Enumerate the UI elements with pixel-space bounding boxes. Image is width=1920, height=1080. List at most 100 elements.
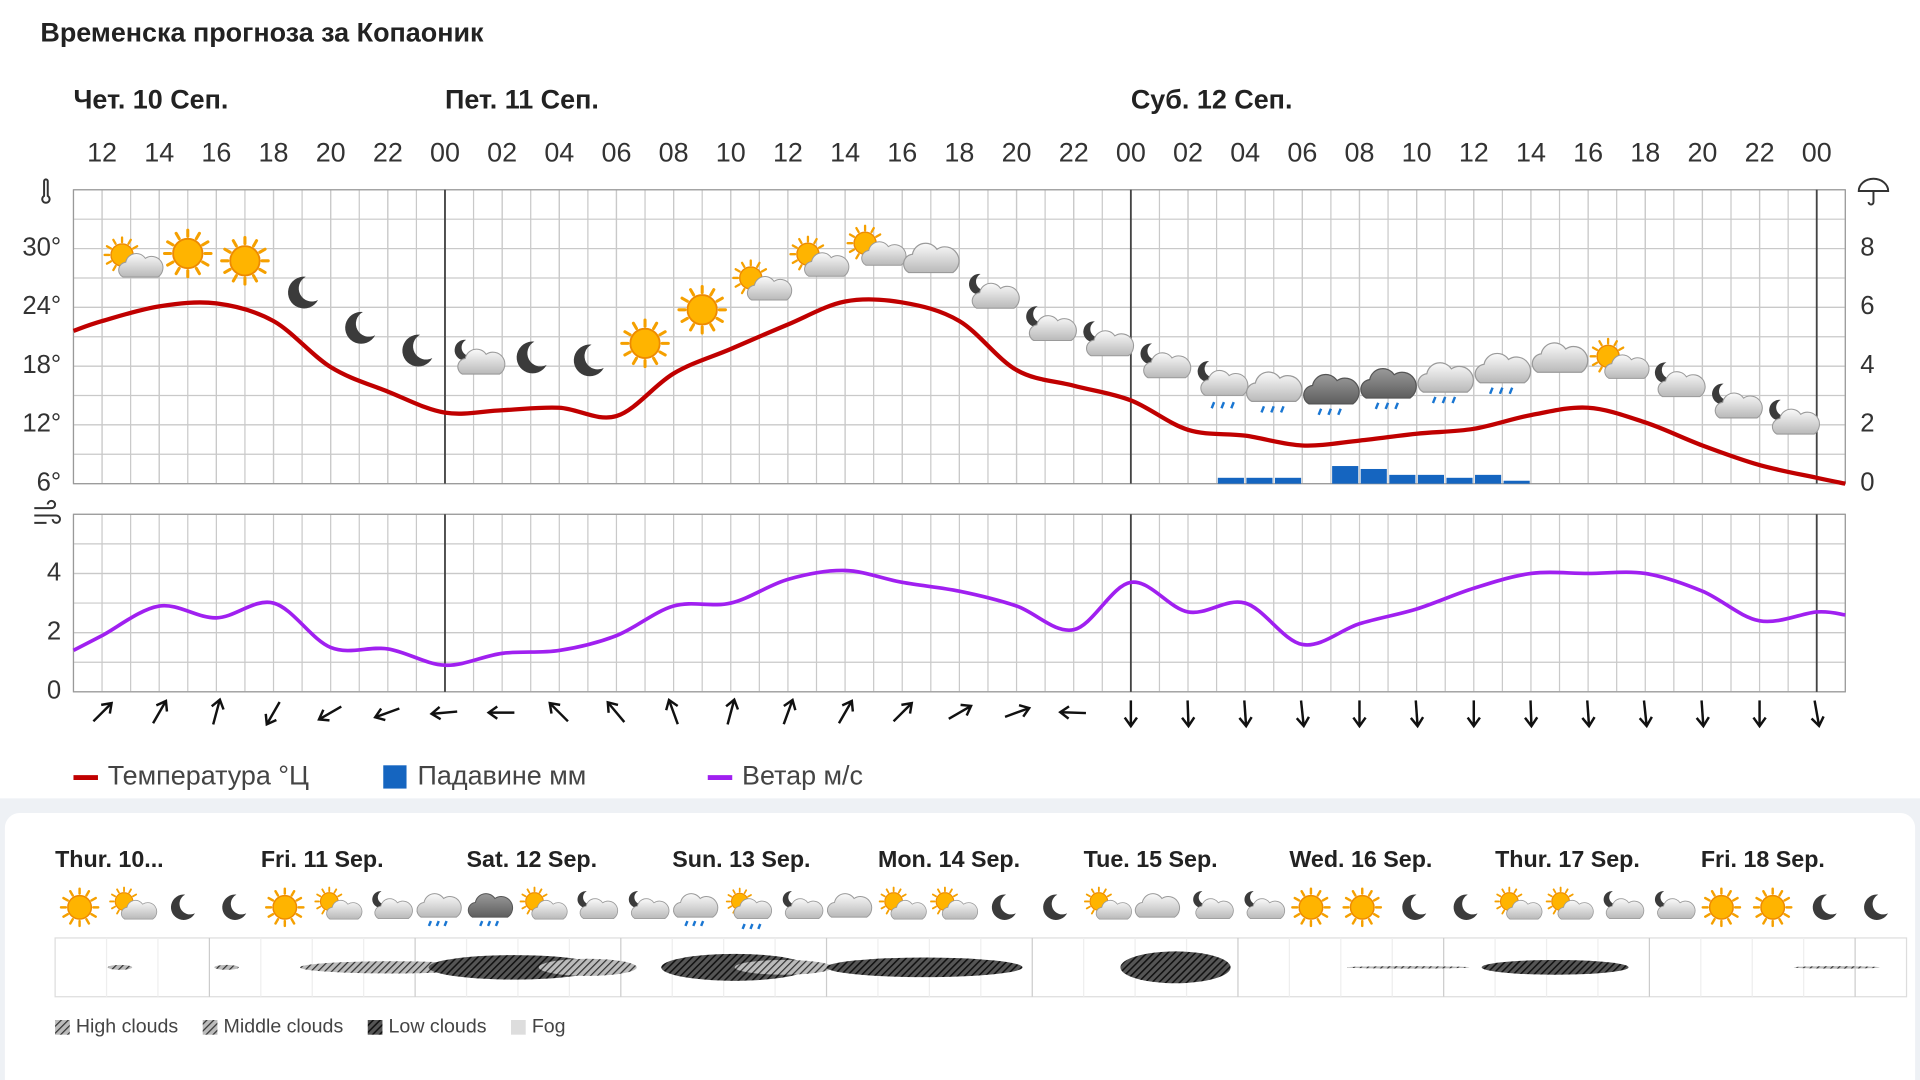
wind-arrow-head [264,713,277,727]
moon [170,894,195,920]
weather-icon [416,893,462,927]
overview-day-label: Sat. 12 Sep. [467,846,598,872]
sun-ray [1321,912,1329,918]
moon [516,341,547,374]
sun-ray [90,912,97,918]
sun-ray [174,231,181,241]
moon [454,339,475,361]
sun-ray [937,909,941,915]
wind-arrow [606,700,626,723]
moon [372,891,388,908]
sun-ray [128,888,132,894]
weather-icon [789,235,850,277]
legend-label: Падавине мм [418,761,587,791]
x-tick-label: 08 [659,137,689,167]
cloud [861,241,907,266]
sun-ray [727,894,733,898]
weather-icon [288,276,319,309]
weather-icon [826,893,873,918]
moon [577,891,594,908]
weather-icon [162,228,213,279]
sun-ray [69,917,74,925]
weather-icon [628,891,670,920]
sun [677,285,727,335]
cloud [531,899,568,920]
sun [1752,887,1793,928]
sun-ray [631,321,638,331]
sun-ray [1351,890,1357,897]
x-tick-label: 00 [430,137,460,167]
wind-arrow-head [1238,716,1253,729]
wind-arrow [1695,700,1710,729]
x-tick-label: 06 [1287,137,1317,167]
weather-icon [109,886,158,920]
rain-drop [1508,387,1514,395]
sun-ray [1778,917,1784,925]
sun-ray [174,266,181,276]
sun-ray [1090,888,1095,894]
umbrella-icon [1857,177,1890,206]
wind-arrow-shaft [1642,700,1648,725]
weather-icon [1603,891,1645,920]
cloud-legend-label: Middle clouds [224,1016,344,1038]
sun-ray [1367,917,1373,925]
wind-arrow-shaft [1529,700,1533,725]
sun-ray [623,350,632,357]
wind-arrow-shaft [726,700,736,725]
sun-ray [1547,893,1553,898]
cloud [673,893,719,918]
weather-icon [1134,893,1181,918]
weather-icon [725,887,772,930]
weather-icon [1083,886,1132,920]
moon [782,891,799,908]
rain-drop [1327,408,1333,416]
sun-ray [166,240,175,247]
wind-arrow-shaft [782,700,794,725]
rain-drop [427,920,433,927]
wind-arrow [725,697,740,725]
rain-drop [749,923,754,930]
moon [288,276,319,309]
sun-ray [732,889,736,895]
sun-ray [791,259,798,265]
x-tick-label: 00 [1116,137,1146,167]
sun-ray [1501,888,1506,894]
wind-arrow-shaft [607,702,626,723]
sun-ray [1568,893,1574,898]
plot-frame [72,513,1846,693]
moon [402,334,433,367]
sun-ray [1755,896,1763,902]
moon [628,891,645,908]
overview-day-label: Thur. 10... [55,846,164,872]
cloud [1657,898,1696,920]
sun-ray [689,288,696,297]
wind-arrow-shaft [1700,700,1705,725]
sun-ray [1085,905,1091,910]
wind-arrow-head [548,701,561,714]
y2-tick-label: 2 [1860,410,1874,438]
sun-ray [1552,909,1557,915]
sun-ray [290,917,296,925]
x-tick-label: 10 [1402,137,1432,167]
wind-arrow-shaft [212,700,221,725]
wind-arrow-head [210,697,225,710]
cloud [1086,330,1135,357]
cloud [890,899,927,920]
wind-arrow [1638,700,1653,729]
moon [1712,383,1732,405]
weather-icon [1291,887,1331,928]
sun-ray [1351,917,1357,925]
weather-icon [314,886,363,920]
weather-icon [846,224,907,266]
weather-icon [1769,399,1820,435]
legend-label: Температура °Ц [108,761,309,791]
overview-day-label: Sun. 13 Sep. [672,846,810,872]
wind-arrow-head [1581,716,1596,729]
weather-icon [1752,887,1793,928]
sun-ray [90,896,97,902]
cloud-band [1481,960,1629,975]
wind-arrow-head [1409,716,1425,729]
sun-ray [316,893,322,898]
sun-ray [132,245,139,250]
